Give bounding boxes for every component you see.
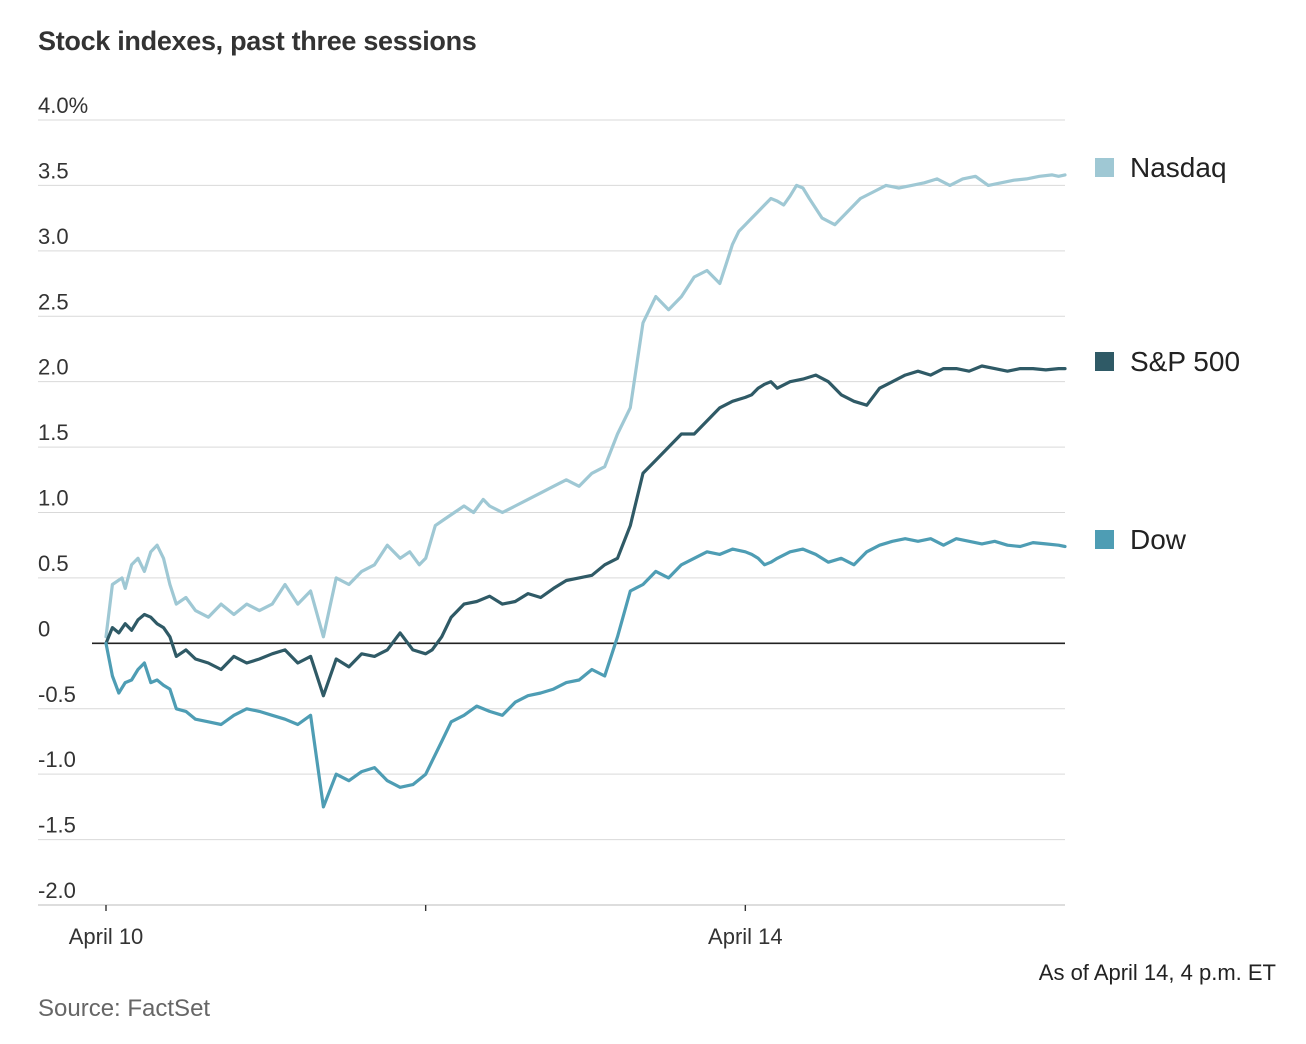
x-tick-label: April 14: [708, 924, 783, 949]
legend: Nasdaq S&P 500 Dow: [1095, 152, 1240, 555]
y-tick-label: -1.5: [38, 813, 76, 838]
y-tick-label: 2.0: [38, 355, 69, 380]
y-tick-label: -0.5: [38, 682, 76, 707]
series-lines: [104, 173, 1067, 809]
legend-label: Nasdaq: [1130, 152, 1227, 183]
chart-title: Stock indexes, past three sessions: [38, 26, 477, 56]
legend-swatch: [1095, 158, 1114, 177]
as-of-note: As of April 14, 4 p.m. ET: [1038, 960, 1276, 985]
x-axis: April 10 April 14: [38, 904, 1065, 949]
y-tick-label: 2.5: [38, 289, 69, 314]
y-tick-label: 1.0: [38, 486, 69, 511]
legend-swatch: [1095, 530, 1114, 549]
legend-label: S&P 500: [1130, 346, 1240, 377]
y-tick-label: -2.0: [38, 878, 76, 903]
grid-lines: 4.0% 3.5 3.0 2.5 2.0 1.5 1.0 0.5 0 -0.5 -1.0 -1.5 -2…: [38, 93, 1065, 906]
legend-label: Dow: [1130, 524, 1187, 555]
x-tick-label: April 10: [69, 924, 144, 949]
y-tick-label: 1.5: [38, 420, 69, 445]
legend-swatch: [1095, 352, 1114, 371]
y-tick-label: 3.0: [38, 224, 69, 249]
y-tick-label: 0.5: [38, 551, 69, 576]
series-line-dow: [104, 537, 1067, 809]
series-line-s-p-500: [104, 364, 1067, 698]
series-line-nasdaq: [104, 173, 1067, 639]
y-tick-label: 4.0%: [38, 93, 88, 118]
source-note: Source: FactSet: [38, 995, 211, 1022]
y-tick-label: -1.0: [38, 747, 76, 772]
y-tick-label: 3.5: [38, 158, 69, 183]
y-tick-label: 0: [38, 616, 50, 641]
